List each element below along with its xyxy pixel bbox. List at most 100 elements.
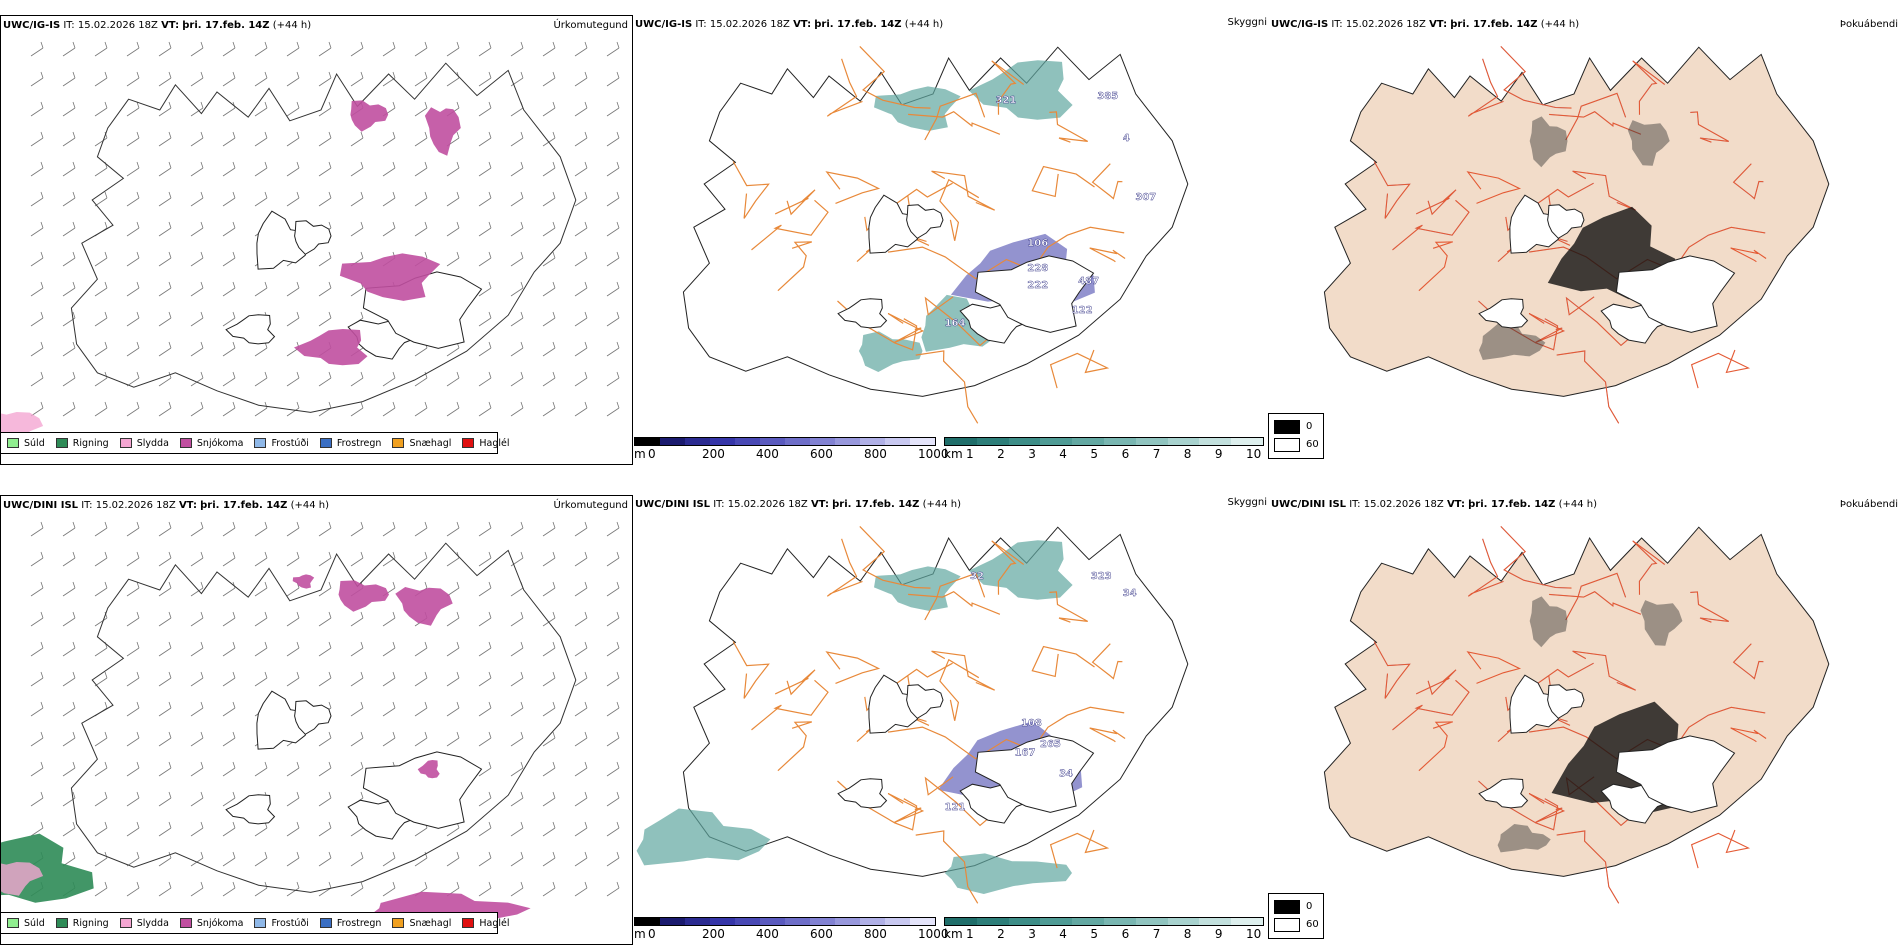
wind-barb (222, 761, 236, 777)
iceland-outline (70, 62, 577, 413)
precip-area (1, 862, 44, 896)
colorbar-tick: 9 (1214, 447, 1223, 461)
wind-barb (350, 881, 364, 897)
wind-barb (62, 821, 76, 837)
road (1466, 171, 1522, 204)
wind-barb (318, 551, 332, 567)
colorbar-tick: 4 (1059, 927, 1067, 941)
road (751, 679, 829, 731)
wind-barb (510, 881, 524, 897)
wind-barb (190, 641, 204, 657)
colorbar-tick: 8 (1183, 447, 1192, 461)
legend-swatch (55, 438, 68, 448)
panel-title: UWC/DINI ISL IT: 15.02.2026 18Z VT: þri.… (1271, 499, 1598, 510)
wind-barb (126, 401, 140, 417)
fog-legend-top: 0 60 (1268, 413, 1324, 459)
station-values: 321 385 106 228 222 487 307 122 164 4 (944, 91, 1156, 329)
wind-barb (62, 71, 76, 87)
wind-barb (254, 881, 268, 897)
wind-barb (190, 251, 204, 267)
wind-barb (222, 131, 236, 147)
wind-barb (606, 341, 620, 357)
wind-barb (318, 851, 332, 867)
legend-item: Rigning (55, 918, 109, 929)
colorbar-cell (710, 918, 735, 925)
wind-barb (446, 611, 460, 627)
wind-barb (222, 611, 236, 627)
legend-swatch (179, 438, 192, 448)
wind-barb (126, 41, 140, 57)
legend-label: Haglél (479, 437, 510, 449)
wind-barb (158, 881, 172, 897)
fog-indicator-area (1497, 824, 1551, 853)
wind-barb (382, 551, 396, 567)
wind-barb (254, 191, 268, 207)
fog-indicator-area (1627, 120, 1670, 166)
colorbar-cell (1008, 918, 1041, 925)
wind-barb (350, 731, 364, 747)
legend-swatch (7, 438, 19, 448)
wind-barb (542, 791, 556, 807)
wind-barb (606, 521, 620, 537)
wind-barb (62, 641, 76, 657)
wind-barb (222, 311, 236, 327)
colorbar-cell (760, 918, 785, 925)
colorbar-cell (710, 438, 735, 445)
wind-barb (574, 401, 588, 417)
colorbar-cell (945, 918, 977, 925)
wind-barb (414, 71, 428, 87)
wind-barb (510, 821, 524, 837)
wind-barb (382, 161, 396, 177)
wind-barb (606, 671, 620, 687)
road (1089, 727, 1126, 743)
wind-barb (158, 401, 172, 417)
wind-barb (222, 221, 236, 237)
colorbar-cell (1008, 438, 1041, 445)
wind-barb (382, 221, 396, 237)
station-value: 4 (1123, 133, 1130, 144)
fog-legend-swatch (1274, 900, 1300, 914)
precip-areas (1, 100, 461, 446)
wind-barb (254, 371, 268, 387)
wind-barb (414, 191, 428, 207)
wind-barb (30, 791, 44, 807)
colorbar-tick: 8 (1183, 927, 1192, 941)
wind-barb (126, 161, 140, 177)
wind-barb (94, 71, 108, 87)
fog-indicator-area (1640, 600, 1683, 646)
wind-barb (318, 311, 332, 327)
colorbar-tick: 7 (1152, 447, 1161, 461)
wind-barb (606, 641, 620, 657)
wind-barb (190, 791, 204, 807)
low-visibility-area (968, 60, 1073, 120)
legend-item: Súld (7, 918, 45, 929)
wind-barb (158, 191, 172, 207)
colorbar-cell (1040, 918, 1073, 925)
glacier-outline (1509, 194, 1563, 254)
glacier-outline (1478, 778, 1529, 809)
wind-barb (510, 221, 524, 237)
wind-barb (478, 341, 492, 357)
wind-barb (446, 41, 460, 57)
station-value: 323 (1091, 571, 1112, 582)
wind-barb (606, 731, 620, 747)
road (1549, 591, 1642, 615)
road (908, 110, 1001, 135)
wind-barb (478, 311, 492, 327)
road (887, 312, 925, 344)
wind-barb (94, 131, 108, 147)
wind-barb (542, 281, 556, 297)
wind-barb (510, 371, 524, 387)
fog-map (1323, 526, 1830, 904)
wind-barb (94, 581, 108, 597)
wind-barb (478, 161, 492, 177)
wind-barb (574, 821, 588, 837)
panel-title: UWC/IG-IS IT: 15.02.2026 18Z VT: þri. 17… (1271, 19, 1580, 30)
wind-barb (158, 551, 172, 567)
colorbar-cells (634, 437, 936, 446)
wind-barb (126, 851, 140, 867)
wind-barb (254, 401, 268, 417)
wind-barb (158, 221, 172, 237)
wind-barb (350, 161, 364, 177)
wind-barb (574, 521, 588, 537)
